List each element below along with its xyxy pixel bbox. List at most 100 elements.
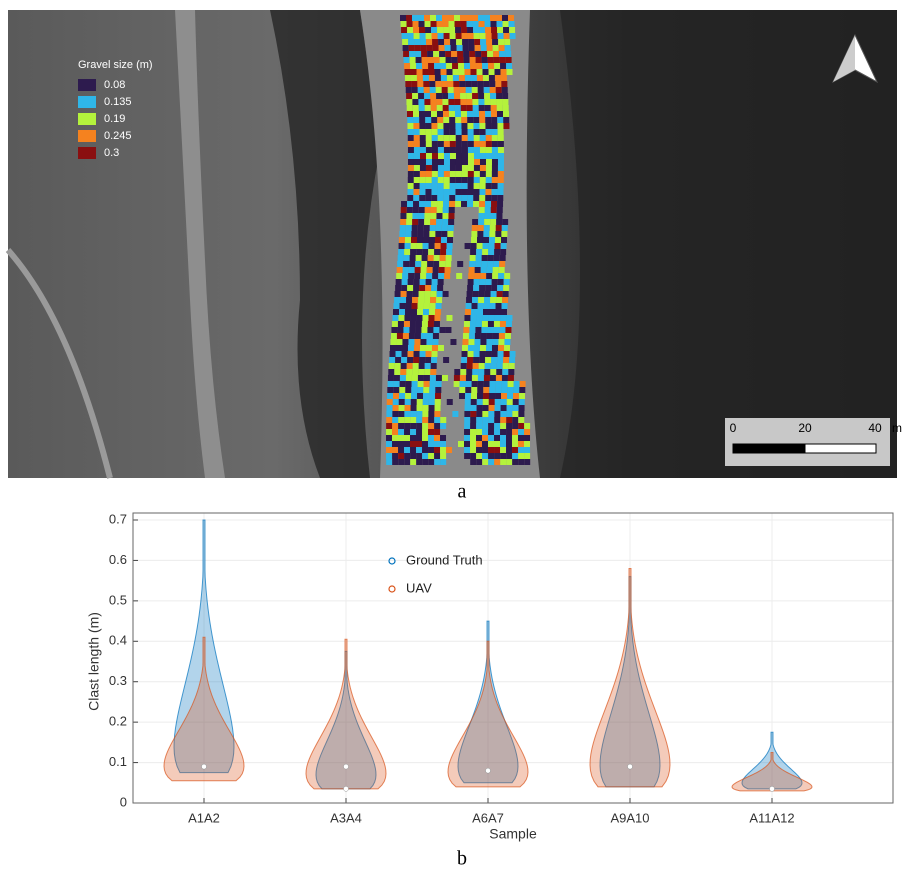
gravel-cell <box>492 39 499 45</box>
gravel-cell <box>424 99 431 105</box>
gravel-cell <box>498 45 505 51</box>
gravel-cell <box>430 105 437 111</box>
gravel-cell <box>489 387 496 393</box>
gravel-cell <box>487 255 494 261</box>
gravel-cell <box>512 441 519 447</box>
gravel-cell <box>507 381 514 387</box>
gravel-cell <box>464 399 471 405</box>
gravel-cell <box>406 219 413 225</box>
gravel-cell <box>491 201 498 207</box>
gravel-cell <box>459 81 466 87</box>
gravel-cell <box>499 51 506 57</box>
gravel-cell <box>490 219 497 225</box>
gravel-cell <box>442 99 449 105</box>
y-axis-label: Clast length (m) <box>86 612 102 711</box>
gravel-cell <box>411 375 418 381</box>
gravel-cell <box>428 237 435 243</box>
gravel-cell <box>506 411 513 417</box>
gravel-cell <box>413 195 420 201</box>
gravel-cell <box>460 369 467 375</box>
gravel-cell <box>506 429 513 435</box>
gravel-cell <box>469 57 476 63</box>
gravel-cell <box>407 135 414 141</box>
gravel-cell <box>467 195 474 201</box>
gravel-cell <box>407 357 414 363</box>
gravel-cell <box>420 333 427 339</box>
gravel-cell <box>465 375 472 381</box>
gravel-cell <box>518 411 525 417</box>
gravel-cell <box>390 339 397 345</box>
median-dot <box>769 786 775 792</box>
gravel-cell <box>480 267 487 273</box>
gravel-cell <box>467 351 474 357</box>
gravel-cell <box>506 447 513 453</box>
gravel-cell <box>435 393 442 399</box>
gravel-cell <box>419 189 426 195</box>
gravel-cell <box>499 321 506 327</box>
gravel-cell <box>436 99 443 105</box>
gravel-cell <box>485 111 492 117</box>
gravel-cell <box>434 417 441 423</box>
gravel-cell <box>410 453 417 459</box>
gravel-cell <box>477 231 484 237</box>
gravel-cell <box>408 39 415 45</box>
gravel-cell <box>492 267 499 273</box>
gravel-cell <box>401 351 408 357</box>
gravel-cell <box>410 69 417 75</box>
gravel-cell <box>416 243 423 249</box>
gravel-cell <box>413 183 420 189</box>
gravel-cell <box>438 45 445 51</box>
gravel-cell <box>433 261 440 267</box>
gravel-cell <box>425 117 432 123</box>
gravel-cell <box>503 351 510 357</box>
gravel-cell <box>400 363 407 369</box>
gravel-cell <box>479 165 486 171</box>
gravel-cell <box>419 357 426 363</box>
gravel-cell <box>412 291 419 297</box>
gravel-cell <box>392 459 399 465</box>
gravel-cell <box>422 435 429 441</box>
gravel-cell <box>481 321 488 327</box>
gravel-cell <box>437 147 444 153</box>
gravel-cell <box>479 285 486 291</box>
gravel-cell <box>410 429 417 435</box>
gravel-cell <box>395 279 402 285</box>
gravel-cell <box>485 279 492 285</box>
gravel-cell <box>434 423 441 429</box>
gravel-cell <box>472 369 479 375</box>
gravel-cell <box>406 99 413 105</box>
gravel-cell <box>419 165 426 171</box>
gravel-cell <box>410 417 417 423</box>
gravel-cell <box>437 153 444 159</box>
gravel-cell <box>438 267 445 273</box>
gravel-cell <box>393 393 400 399</box>
gravel-cell <box>431 27 438 33</box>
gravel-cell <box>398 237 405 243</box>
gravel-cell <box>421 57 428 63</box>
gravel-cell <box>393 387 400 393</box>
y-tick-label: 0.7 <box>109 511 127 526</box>
gravel-cell <box>477 309 484 315</box>
gravel-cell <box>486 45 493 51</box>
gravel-cell <box>417 87 424 93</box>
gravel-cell <box>430 99 437 105</box>
gravel-cell <box>420 339 427 345</box>
gravel-cell <box>434 441 441 447</box>
gravel-cell <box>484 369 491 375</box>
gravel-cell <box>483 81 490 87</box>
gravel-cell <box>502 363 509 369</box>
gravel-cell <box>455 111 462 117</box>
legend-label: UAV <box>406 580 432 595</box>
gravel-cell <box>488 441 495 447</box>
gravel-cell <box>444 45 451 51</box>
gravel-cell <box>412 219 419 225</box>
gravel-cell <box>435 231 442 237</box>
gravel-cell <box>504 339 511 345</box>
gravel-cell <box>455 159 462 165</box>
gravel-cell <box>454 15 460 21</box>
gravel-cell <box>476 459 483 465</box>
gravel-cell <box>489 231 496 237</box>
gravel-cell <box>500 453 507 459</box>
gravel-cell <box>460 363 467 369</box>
gravel-cell <box>449 159 456 165</box>
